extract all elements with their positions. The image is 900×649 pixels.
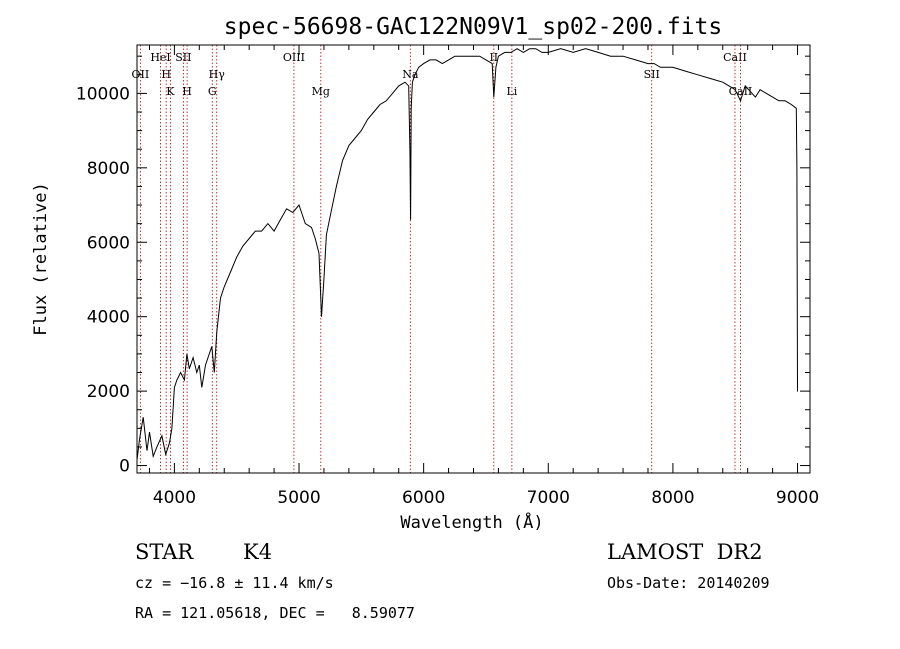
line-marker-label: OIII <box>283 51 305 64</box>
redshift-text: cz = −16.8 ± 11.4 km/s <box>135 574 334 592</box>
line-marker-label: CaII <box>729 85 753 98</box>
x-tick-label: 4000 <box>153 488 196 508</box>
line-marker-label: G <box>208 85 217 98</box>
obs-date: Obs-Date: 20140209 <box>607 574 770 592</box>
x-tick-label: 5000 <box>277 488 320 508</box>
line-marker-label: Na <box>402 68 419 81</box>
chart-title: spec-56698-GAC122N09V1_sp02-200.fits <box>224 14 723 40</box>
line-marker-label: Li <box>506 85 517 98</box>
x-tick-label: 8000 <box>651 488 694 508</box>
line-marker-label: HeI <box>150 51 170 64</box>
line-marker-label: H <box>182 85 192 98</box>
line-marker-label: Hγ <box>209 68 226 81</box>
x-tick-label: 7000 <box>527 488 570 508</box>
y-tick-label: 6000 <box>87 233 130 253</box>
line-marker-label: SII <box>644 68 660 81</box>
survey-name: LAMOST DR2 <box>607 540 763 564</box>
line-marker-label: K <box>166 85 175 98</box>
y-tick-label: 4000 <box>87 308 130 328</box>
line-marker-label: II <box>489 51 498 64</box>
y-axis-label: Flux (relative) <box>31 182 51 336</box>
line-marker-label: H <box>161 68 171 81</box>
y-tick-label: 8000 <box>87 159 130 179</box>
y-tick-label: 10000 <box>76 84 130 104</box>
object-class: STAR <box>135 540 194 564</box>
y-tick-label: 2000 <box>87 382 130 402</box>
line-marker-label: Mg <box>312 85 330 98</box>
line-marker-label: CaII <box>723 51 747 64</box>
plot-frame <box>136 44 811 474</box>
spectrum-line <box>136 48 798 461</box>
coordinates: RA = 121.05618, DEC = 8.59077 <box>135 604 415 622</box>
y-tick-label: 0 <box>119 457 130 477</box>
line-marker-label: SII <box>175 51 191 64</box>
x-axis-label: Wavelength (Å) <box>400 511 543 533</box>
x-tick-label: 9000 <box>776 488 819 508</box>
x-axis-ticks: 4000 5000 6000 7000 8000 9000 <box>148 45 819 508</box>
y-axis-ticks: 0 2000 4000 6000 8000 10000 <box>76 55 810 477</box>
object-subclass: K4 <box>243 540 273 564</box>
x-tick-label: 6000 <box>402 488 445 508</box>
